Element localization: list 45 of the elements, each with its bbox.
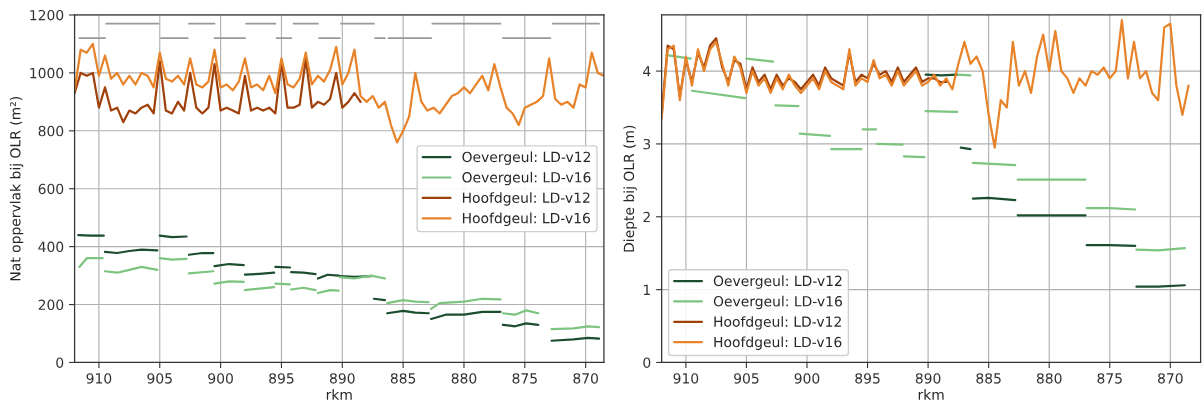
y-tick-label: 1 (643, 284, 650, 295)
y-tick-label: 400 (38, 241, 64, 253)
x-tick-label: 895 (855, 373, 880, 384)
x-tick-label: 880 (451, 373, 477, 384)
x-tick-label: 870 (573, 373, 598, 384)
x-tick-label: 905 (147, 373, 172, 384)
legend-label: Oevergeul: LD-v12 (462, 151, 591, 165)
line-series (661, 18, 1190, 149)
x-tick-label: 875 (512, 373, 537, 384)
x-tick-label: 900 (794, 373, 820, 384)
legend-label: Hoofdgeul: LD-v12 (714, 316, 841, 330)
y-axis-title: Diepte bij OLR (m) (623, 125, 637, 252)
y-tick-label: 3 (643, 138, 651, 150)
legend-label: Oevergeul: LD-v16 (462, 171, 591, 186)
x-tick-label: 880 (1036, 373, 1062, 384)
x-tick-label: 885 (976, 373, 1001, 384)
legend-label: Hoofdgeul: LD-v12 (462, 192, 590, 206)
x-axis-title: rkm (326, 389, 352, 400)
y-tick-label: 1200 (30, 9, 64, 21)
y-tick-label: 2 (643, 211, 650, 223)
y-tick-label: 800 (38, 125, 64, 137)
y-axis-title: Nat oppervlak bij OLR (m²) (9, 97, 24, 281)
y-tick-label: 4 (643, 66, 651, 77)
y-tick-label: 1000 (30, 67, 64, 79)
legend-label: Hoofdgeul: LD-v16 (714, 336, 842, 350)
x-tick-label: 895 (269, 373, 294, 384)
x-tick-label: 890 (329, 373, 355, 384)
y-tick-label: 600 (38, 183, 64, 195)
x-tick-label: 870 (1158, 373, 1183, 384)
x-tick-label: 910 (673, 373, 699, 384)
y-tick-label: 0 (56, 357, 64, 368)
x-tick-label: 875 (1097, 373, 1122, 384)
legend-label: Hoofdgeul: LD-v16 (462, 212, 590, 227)
y-tick-label: 0 (643, 357, 651, 368)
x-axis-title: rkm (918, 389, 944, 400)
line-series (74, 57, 362, 124)
x-tick-label: 890 (915, 373, 941, 384)
x-tick-label: 910 (86, 373, 112, 384)
legend-label: Oevergeul: LD-v12 (713, 275, 842, 289)
y-tick-label: 200 (38, 299, 64, 311)
x-tick-label: 900 (208, 373, 233, 384)
x-tick-label: 885 (390, 373, 416, 384)
line-series (74, 42, 604, 144)
x-tick-label: 905 (734, 373, 759, 384)
legend-label: Oevergeul: LD-v16 (713, 295, 842, 310)
